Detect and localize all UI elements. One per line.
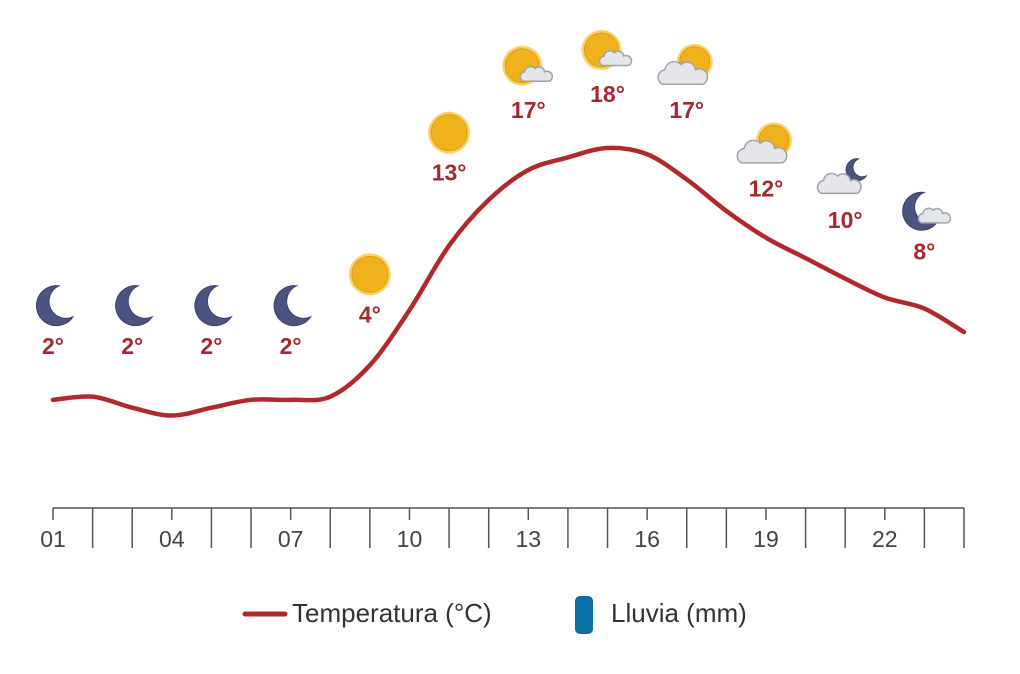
cloud-icon <box>816 172 862 195</box>
x-tick-label: 19 <box>753 526 779 552</box>
sun-icon <box>430 114 468 152</box>
x-tick-label: 10 <box>397 526 423 552</box>
temperature-label: 2° <box>42 333 64 359</box>
x-tick-label: 07 <box>278 526 304 552</box>
sun-icon <box>351 255 389 293</box>
temperature-label: 2° <box>121 333 143 359</box>
temperature-label: 10° <box>828 207 863 233</box>
temperature-line <box>50 145 967 418</box>
legend-swatch <box>575 596 593 634</box>
icons <box>35 29 952 327</box>
temperature-label: 2° <box>200 333 222 359</box>
moon-icon <box>273 285 313 327</box>
temperature-label: 17° <box>511 97 546 123</box>
x-tick-label: 04 <box>159 526 185 552</box>
cloud-icon <box>598 50 633 67</box>
moon-icon <box>845 158 868 182</box>
cloud-icon <box>736 139 788 164</box>
moon-icon <box>194 285 233 327</box>
cloud-icon <box>657 60 709 85</box>
x-tick-label: 01 <box>40 526 66 552</box>
legend-label: Lluvia (mm) <box>611 598 747 628</box>
cloud-icon <box>917 207 952 224</box>
moon-icon <box>35 285 75 327</box>
temperature-label: 17° <box>669 97 704 123</box>
moon-icon <box>115 285 154 327</box>
moon-icon <box>902 191 939 231</box>
x-tick-label: 13 <box>516 526 542 552</box>
cloud-icon <box>519 65 554 82</box>
temperature-label: 18° <box>590 81 625 107</box>
x-tick-label: 22 <box>872 526 898 552</box>
temperature-label: 4° <box>359 301 381 327</box>
temperature-label: 12° <box>749 175 784 201</box>
temperature-label: 8° <box>913 238 935 264</box>
legend-label: Temperatura (°C) <box>292 598 492 628</box>
x-tick-label: 16 <box>634 526 660 552</box>
temperature-label: 2° <box>280 333 302 359</box>
temperature-label: 13° <box>432 160 467 186</box>
